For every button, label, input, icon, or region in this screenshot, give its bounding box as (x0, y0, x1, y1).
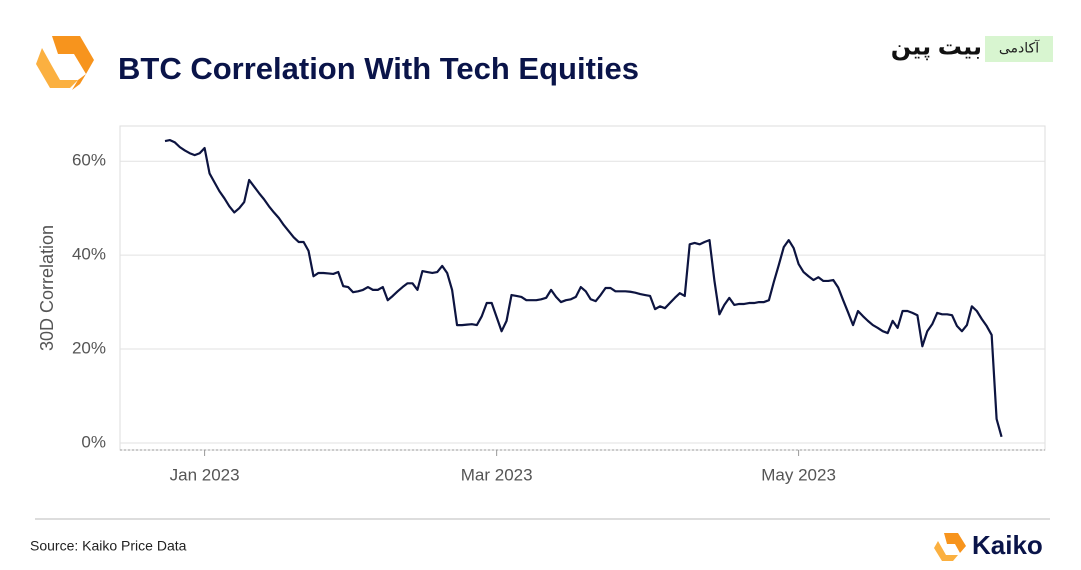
line (164, 138, 1003, 438)
y-tick-label: 60% (72, 151, 106, 170)
watermark-badge: آکادمی (999, 40, 1040, 56)
footer-logo (934, 533, 966, 561)
chart-title: BTC Correlation With Tech Equities (118, 51, 639, 86)
x-tick-label: May 2023 (761, 465, 836, 484)
plot-frame (119, 125, 1046, 451)
y-tick-label: 40% (72, 245, 106, 264)
x-tick-label: Mar 2023 (461, 465, 533, 484)
y-axis-label: 30D Correlation (37, 225, 57, 351)
x-tick-label: Jan 2023 (170, 465, 240, 484)
y-tick-label: 0% (81, 432, 106, 451)
footer-logo-text: Kaiko (972, 530, 1043, 560)
source: Source: Kaiko Price Data (30, 538, 187, 554)
header-logo (36, 36, 94, 90)
y-tick-label: 20% (72, 339, 106, 358)
watermark-name: بیت پین (891, 33, 982, 60)
watermark-badge-bg (985, 36, 1053, 62)
